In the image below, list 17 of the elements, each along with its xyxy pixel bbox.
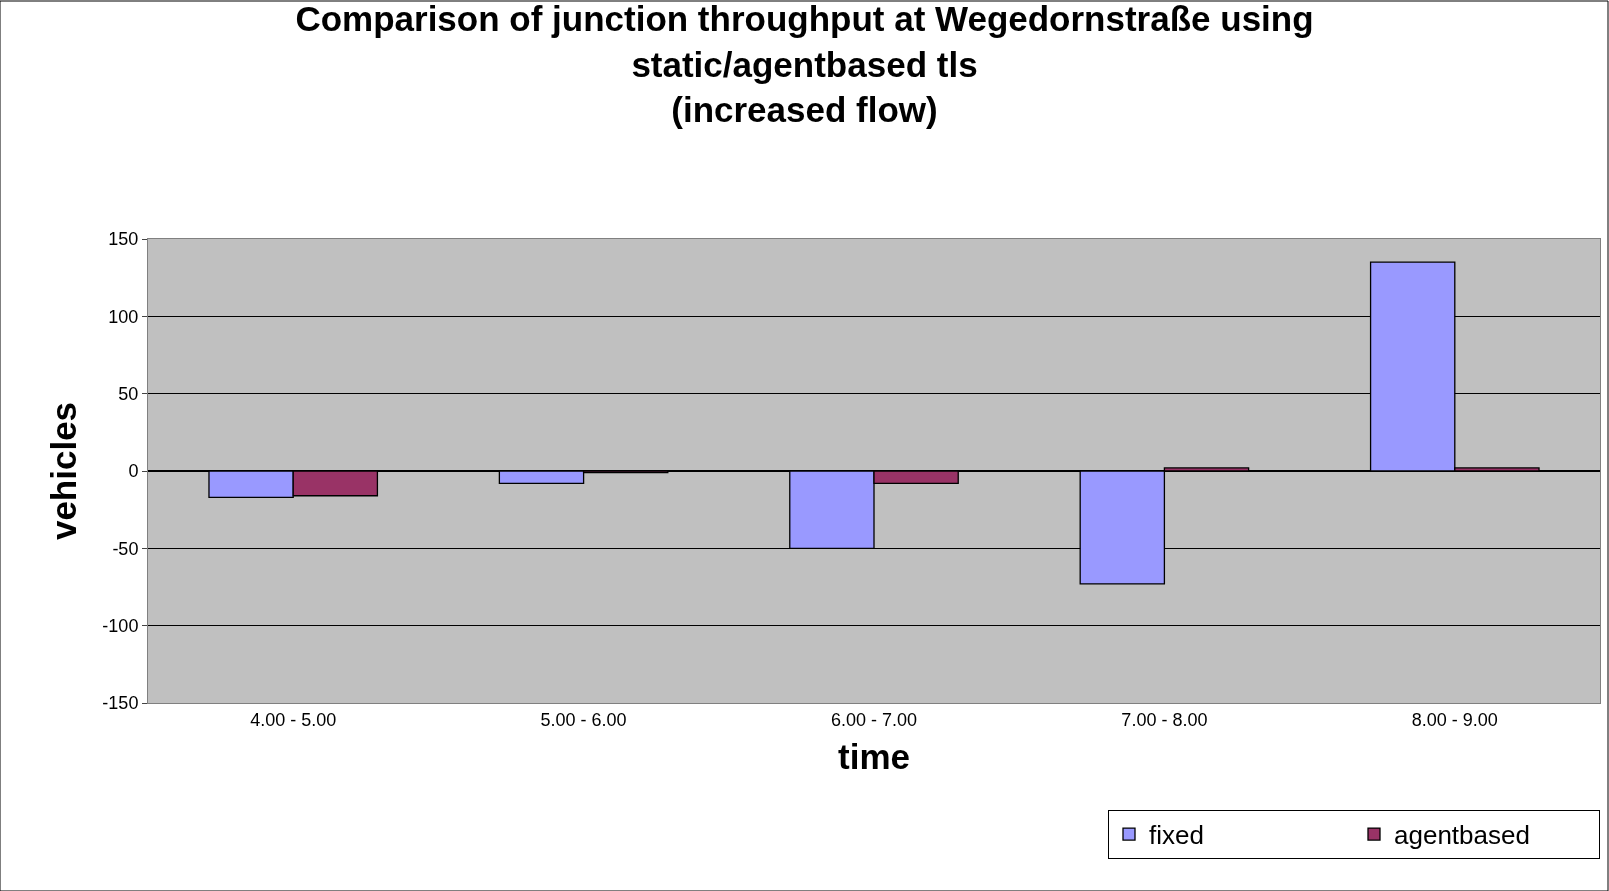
y-tick-label: -50 (112, 538, 139, 559)
y-tick-label: 100 (108, 306, 139, 327)
y-tick-label: 0 (128, 461, 139, 482)
y-tick-label: -150 (102, 693, 139, 714)
y-axis-title: vehicles (43, 401, 83, 541)
chart-title: Comparison of junction throughput at Wegedornstraße using static/agentbased tls (increased flow) (295, 0, 1314, 130)
y-tick-label: -100 (102, 615, 139, 636)
legend-label: agentbased (1394, 820, 1530, 851)
x-tick-label: 7.00 - 8.00 (1121, 709, 1208, 730)
y-tick-label: 50 (118, 383, 139, 404)
legend-label: fixed (1149, 820, 1204, 851)
x-tick-label: 5.00 - 6.00 (540, 709, 627, 730)
x-tick-label: 4.00 - 5.00 (250, 709, 337, 730)
x-tick-label: 6.00 - 7.00 (830, 709, 918, 730)
y-tick-label: 150 (108, 229, 139, 250)
x-axis-title: time (838, 736, 910, 776)
x-tick-label: 8.00 - 9.00 (1411, 709, 1498, 730)
